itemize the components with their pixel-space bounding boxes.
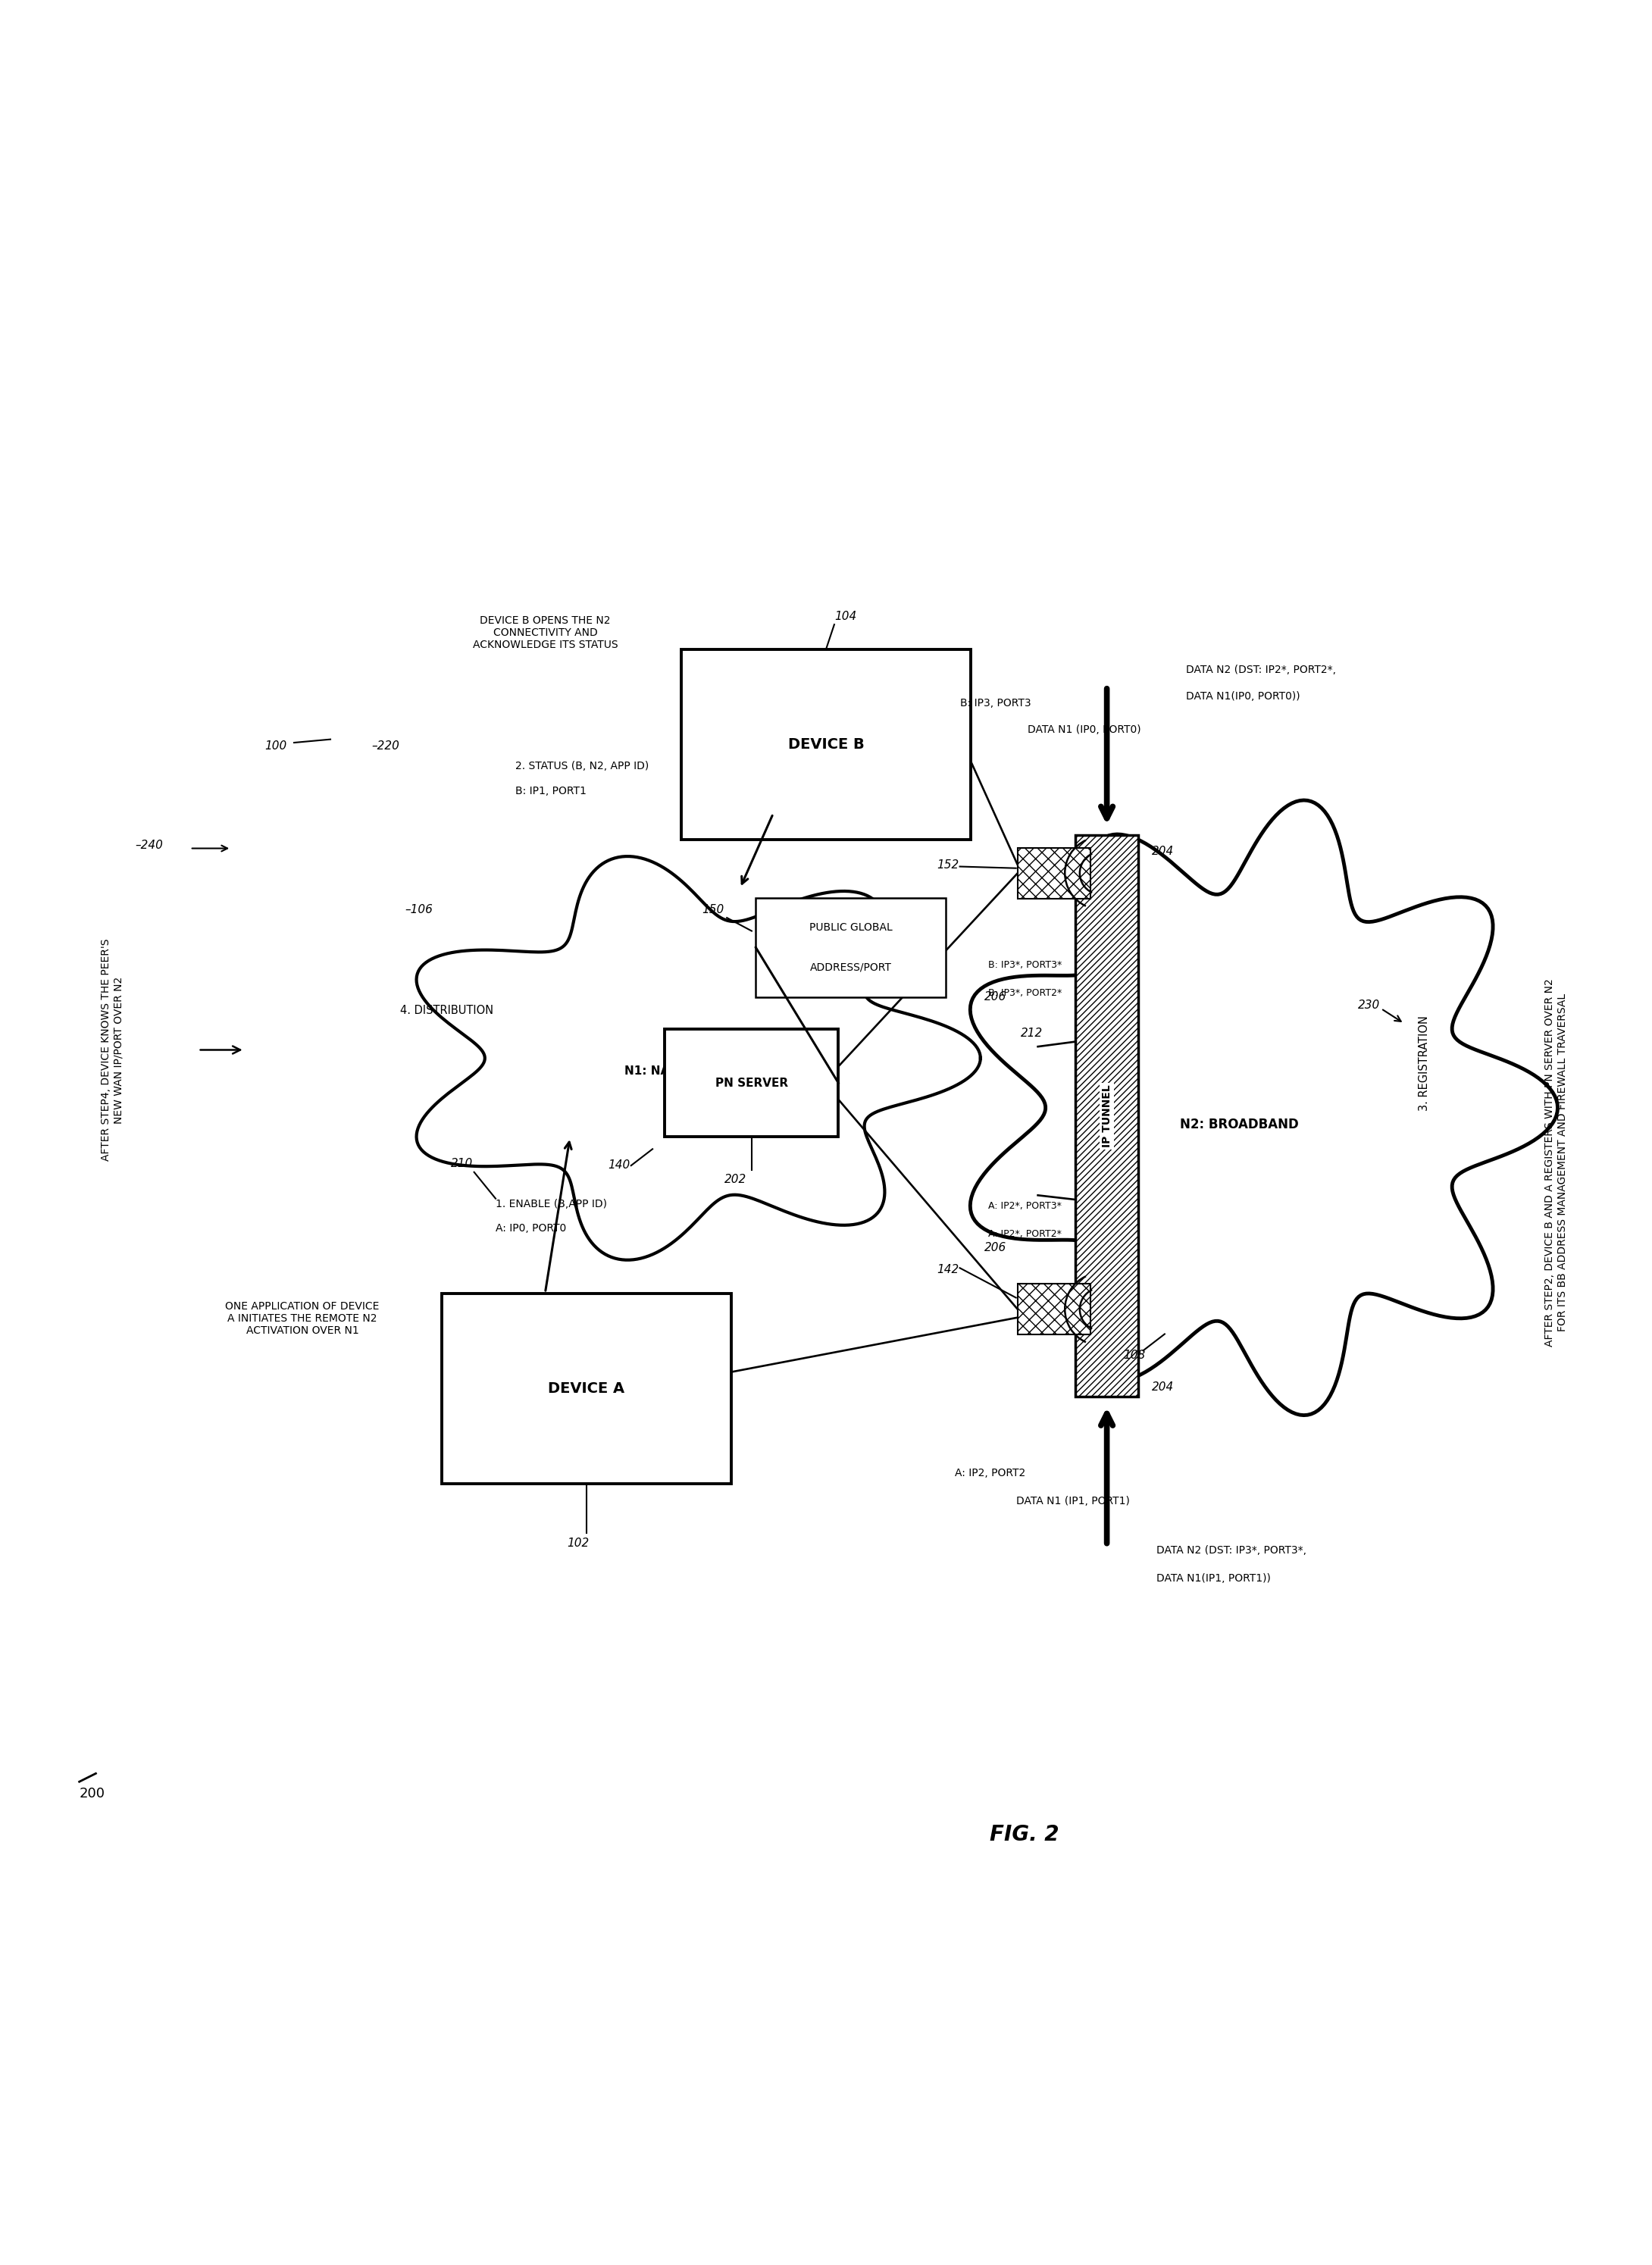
Polygon shape [970, 800, 1558, 1416]
Text: DATA N1(IP0, PORT0)): DATA N1(IP0, PORT0)) [1186, 691, 1300, 702]
Text: 4. DISTRIBUTION: 4. DISTRIBUTION [400, 1003, 492, 1015]
FancyBboxPatch shape [664, 1028, 839, 1137]
Text: 150: 150 [702, 904, 724, 915]
Text: DEVICE B OPENS THE N2
CONNECTIVITY AND
ACKNOWLEDGE ITS STATUS: DEVICE B OPENS THE N2 CONNECTIVITY AND A… [472, 616, 618, 650]
FancyBboxPatch shape [682, 650, 970, 840]
Text: 108: 108 [1123, 1350, 1145, 1361]
Text: B: IP1, PORT1: B: IP1, PORT1 [515, 786, 586, 795]
Text: –240: –240 [135, 840, 164, 852]
Text: 210: 210 [451, 1157, 472, 1169]
Text: 142: 142 [937, 1264, 958, 1275]
Text: DATA N1(IP1, PORT1)): DATA N1(IP1, PORT1)) [1156, 1574, 1270, 1583]
Text: 100: 100 [264, 741, 286, 752]
Text: 206: 206 [985, 992, 1006, 1003]
Text: 2. STATUS (B, N2, APP ID): 2. STATUS (B, N2, APP ID) [515, 761, 649, 772]
Text: A: IP2, PORT2: A: IP2, PORT2 [955, 1468, 1026, 1479]
Text: FIG. 2: FIG. 2 [990, 1823, 1059, 1846]
Text: B: IP3, PORT3: B: IP3, PORT3 [960, 698, 1031, 709]
Text: A: IP0, PORT0: A: IP0, PORT0 [496, 1223, 567, 1234]
Text: 212: 212 [1021, 1028, 1042, 1040]
Text: 1. ENABLE (B,APP ID): 1. ENABLE (B,APP ID) [496, 1198, 606, 1210]
Text: AFTER STEP2, DEVICE B AND A REGISTERS WITH PN SERVER OVER N2
FOR ITS BB ADDRESS : AFTER STEP2, DEVICE B AND A REGISTERS WI… [1545, 978, 1568, 1345]
Bar [1075, 836, 1138, 1398]
FancyBboxPatch shape [441, 1293, 730, 1484]
Text: A: IP2*, PORT3*: A: IP2*, PORT3* [988, 1200, 1061, 1212]
Bar [1018, 847, 1090, 899]
Text: 3. REGISTRATION: 3. REGISTRATION [1419, 1015, 1429, 1110]
Text: IP TUNNEL: IP TUNNEL [1102, 1085, 1112, 1148]
Text: B: IP3*, PORT3*: B: IP3*, PORT3* [988, 960, 1062, 969]
Text: DEVICE B: DEVICE B [788, 736, 864, 752]
Polygon shape [416, 856, 981, 1259]
Text: DATA N1 (IP1, PORT1): DATA N1 (IP1, PORT1) [1016, 1495, 1130, 1506]
Text: 230: 230 [1358, 999, 1379, 1010]
Text: 206: 206 [985, 1241, 1006, 1255]
Text: PN SERVER: PN SERVER [715, 1078, 788, 1089]
Text: ONE APPLICATION OF DEVICE
A INITIATES THE REMOTE N2
ACTIVATION OVER N1: ONE APPLICATION OF DEVICE A INITIATES TH… [225, 1300, 380, 1336]
Text: A: IP2*, PORT2*: A: IP2*, PORT2* [988, 1230, 1061, 1239]
Text: 140: 140 [608, 1160, 629, 1171]
Text: DEVICE A: DEVICE A [548, 1382, 624, 1395]
Text: 102: 102 [567, 1538, 590, 1549]
Text: N1: NARROWBAND: N1: NARROWBAND [624, 1067, 747, 1078]
Text: N2: BROADBAND: N2: BROADBAND [1180, 1117, 1298, 1130]
Text: PUBLIC GLOBAL: PUBLIC GLOBAL [809, 922, 892, 933]
Text: 202: 202 [724, 1173, 747, 1185]
Text: 152: 152 [937, 858, 958, 870]
Text: DATA N2 (DST: IP2*, PORT2*,: DATA N2 (DST: IP2*, PORT2*, [1186, 666, 1336, 675]
Text: 104: 104 [834, 612, 856, 623]
Text: B: IP3*, PORT2*: B: IP3*, PORT2* [988, 988, 1062, 997]
Text: DATA N1 (IP0, PORT0): DATA N1 (IP0, PORT0) [1028, 725, 1142, 736]
FancyBboxPatch shape [757, 897, 945, 997]
Text: ADDRESS/PORT: ADDRESS/PORT [809, 963, 892, 972]
Text: –220: –220 [372, 741, 400, 752]
Text: 204: 204 [1151, 845, 1173, 856]
Text: DATA N2 (DST: IP3*, PORT3*,: DATA N2 (DST: IP3*, PORT3*, [1156, 1545, 1307, 1556]
Text: AFTER STEP4, DEVICE KNOWS THE PEER'S
NEW WAN IP/PORT OVER N2: AFTER STEP4, DEVICE KNOWS THE PEER'S NEW… [101, 938, 124, 1162]
Text: 204: 204 [1151, 1382, 1173, 1393]
Text: 200: 200 [79, 1787, 106, 1801]
Bar [1018, 1284, 1090, 1334]
Text: –106: –106 [405, 904, 433, 915]
